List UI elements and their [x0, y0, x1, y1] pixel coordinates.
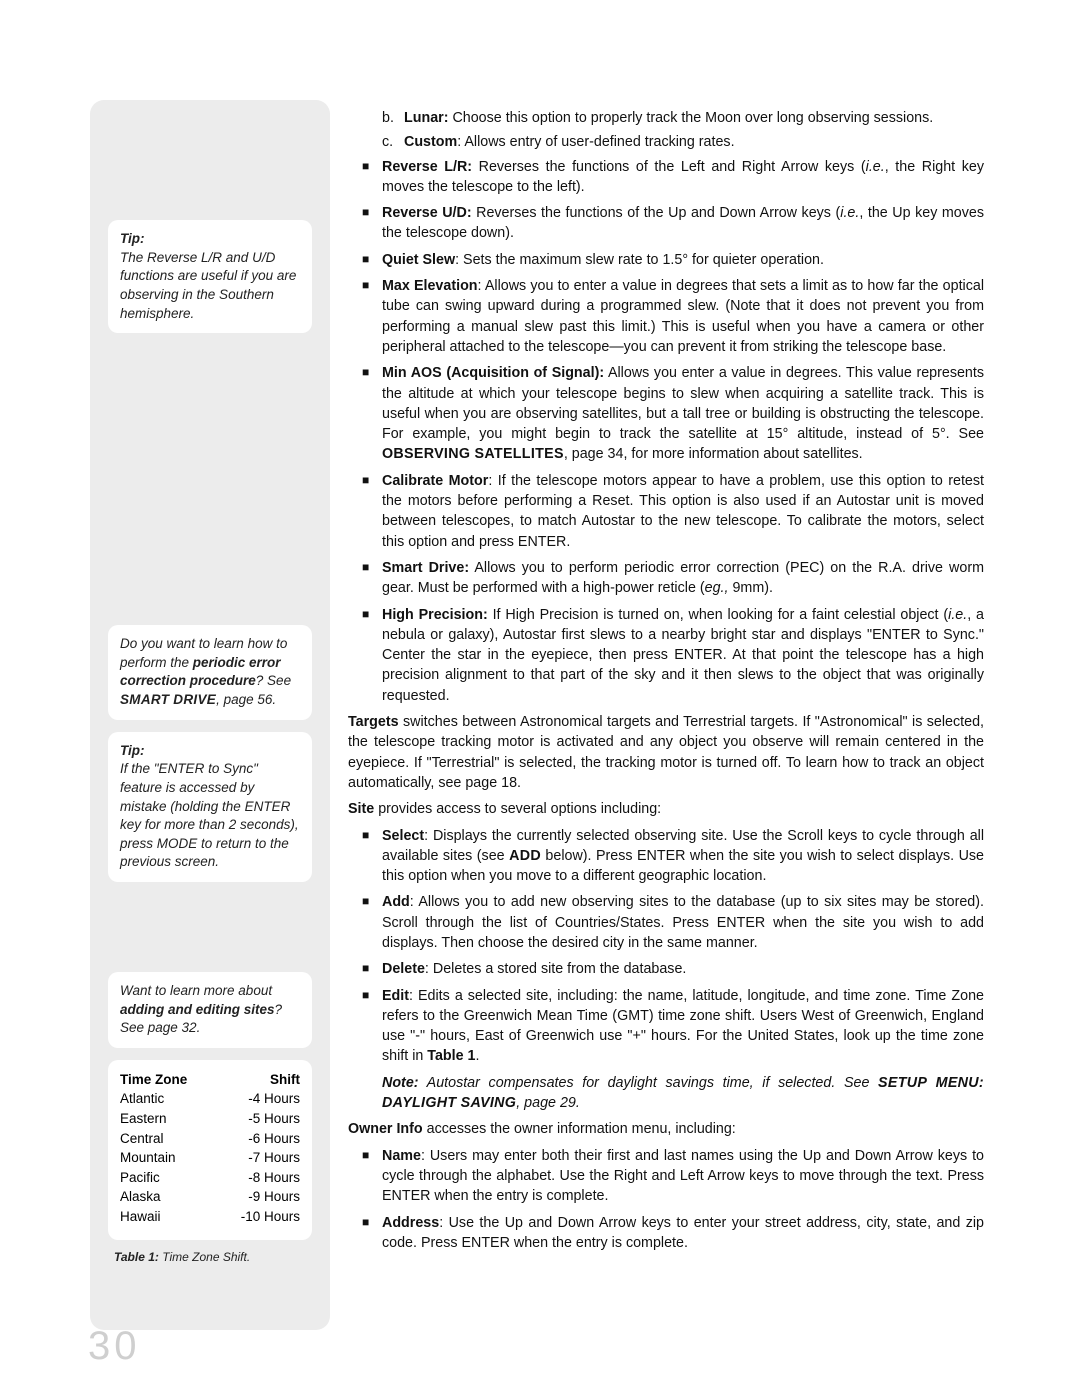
list-item: ■High Precision: If High Precision is tu… [362, 605, 984, 706]
list-item: ■Reverse U/D: Reverses the functions of … [362, 203, 984, 244]
table-row: Central-6 Hours [120, 1129, 300, 1149]
tz-head-zone: Time Zone [120, 1070, 187, 1090]
list-item: ■Address: Use the Up and Down Arrow keys… [362, 1213, 984, 1254]
list-item: ■Edit: Edits a selected site, including:… [362, 986, 984, 1067]
list-item: ■Reverse L/R: Reverses the functions of … [362, 157, 984, 198]
table-row: Alaska-9 Hours [120, 1187, 300, 1207]
table-row: Mountain-7 Hours [120, 1148, 300, 1168]
timezone-table: Time Zone Shift Atlantic-4 Hours Eastern… [108, 1060, 312, 1241]
list-item: ■Quiet Slew: Sets the maximum slew rate … [362, 250, 984, 270]
table-row: Eastern-5 Hours [120, 1109, 300, 1129]
page-number: 30 [88, 1324, 141, 1369]
tip-box-1: Tip: The Reverse L/R and U/D functions a… [108, 220, 312, 333]
list-item: ■Add: Allows you to add new observing si… [362, 892, 984, 953]
page: Tip: The Reverse L/R and U/D functions a… [0, 0, 1080, 1397]
list-item: ■Delete: Deletes a stored site from the … [362, 959, 984, 979]
tip-box-4: Want to learn more about adding and edit… [108, 972, 312, 1048]
paragraph: Targets switches between Astronomical ta… [348, 712, 984, 793]
note: Note: Autostar compensates for daylight … [348, 1073, 984, 1114]
paragraph: Site provides access to several options … [348, 799, 984, 819]
tip-body: The Reverse L/R and U/D functions are us… [120, 250, 296, 321]
table-row: Hawaii-10 Hours [120, 1207, 300, 1227]
list-item: ■Select: Displays the currently selected… [362, 826, 984, 887]
table-row: Atlantic-4 Hours [120, 1089, 300, 1109]
list-item: ■Smart Drive: Allows you to perform peri… [362, 558, 984, 599]
list-item: b. Lunar: Choose this option to properly… [382, 108, 984, 128]
tip-box-3: Tip: If the "ENTER to Sync" feature is a… [108, 732, 312, 882]
tip-title: Tip: [120, 230, 300, 249]
table-row: Pacific-8 Hours [120, 1168, 300, 1188]
tip-box-2: Do you want to learn how to perform the … [108, 625, 312, 720]
list-item: ■Min AOS (Acquisition of Signal): Allows… [362, 363, 984, 464]
list-item: ■Max Elevation: Allows you to enter a va… [362, 276, 984, 357]
list-item: c. Custom: Allows entry of user-defined … [382, 132, 984, 152]
table-caption: Table 1: Time Zone Shift. [114, 1250, 312, 1264]
tip-title: Tip: [120, 742, 300, 761]
list-item: ■Calibrate Motor: If the telescope motor… [362, 471, 984, 552]
sidebar: Tip: The Reverse L/R and U/D functions a… [90, 100, 330, 1330]
tz-head-shift: Shift [270, 1070, 300, 1090]
paragraph: Owner Info accesses the owner informatio… [348, 1119, 984, 1139]
main-content: b. Lunar: Choose this option to properly… [348, 108, 984, 1259]
tip-body: If the "ENTER to Sync" feature is access… [120, 761, 299, 869]
list-item: ■Name: Users may enter both their first … [362, 1146, 984, 1207]
